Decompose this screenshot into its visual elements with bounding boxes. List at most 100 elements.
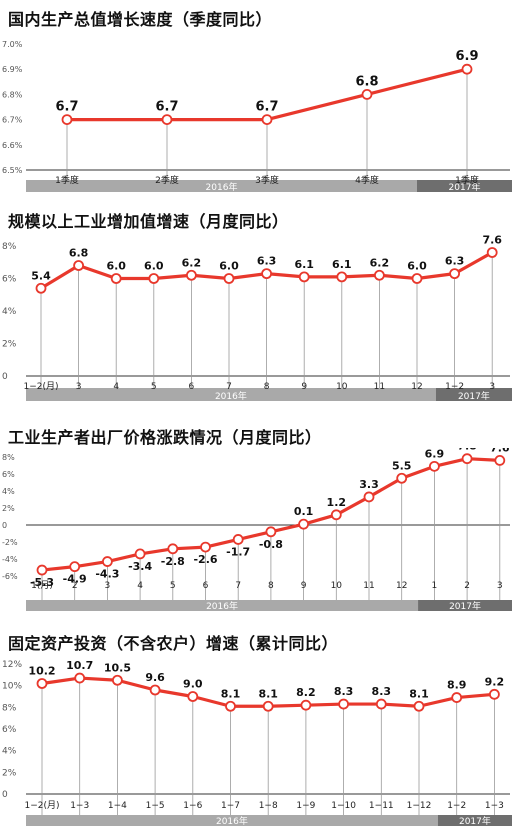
y-tick-label: 2% — [2, 340, 17, 350]
y-tick-label: 6% — [2, 275, 17, 285]
y-tick-label: 8% — [2, 453, 15, 462]
data-label: 8.9 — [447, 679, 467, 692]
y-tick-label: -4% — [2, 555, 18, 564]
x-tick-label: 3 — [76, 382, 82, 392]
y-tick-label: 2% — [2, 504, 15, 513]
data-point — [336, 271, 348, 283]
y-tick-label: 4% — [2, 747, 17, 757]
y-tick-label: 4% — [2, 487, 15, 496]
data-label: -2.8 — [161, 555, 185, 568]
data-point — [35, 282, 47, 294]
x-tick-label: 11 — [374, 382, 385, 392]
chart-title: 固定资产投资（不含农户）增速（累计同比） — [8, 634, 339, 653]
y-tick-label: 2% — [2, 768, 17, 778]
y-tick-label: 6% — [2, 470, 15, 479]
x-tick-label: 4 — [137, 581, 143, 591]
data-label: -3.4 — [128, 560, 152, 573]
data-label: 0.1 — [294, 505, 314, 518]
data-label: 7.8 — [457, 448, 477, 453]
x-tick-label: 8 — [268, 581, 274, 591]
data-point — [428, 460, 440, 472]
x-tick-label: 3 — [105, 581, 111, 591]
y-tick-label: 0 — [2, 521, 7, 530]
x-tick-label: 9 — [301, 382, 307, 392]
data-point — [461, 453, 473, 465]
x-tick-label: 6 — [189, 382, 195, 392]
year-label: 2016年 — [206, 600, 238, 612]
data-point — [185, 269, 197, 281]
y-tick-label: 6.8% — [2, 90, 23, 99]
year-band — [435, 388, 512, 401]
x-tick-label: 3 — [497, 581, 503, 591]
x-tick-label: 1−5 — [146, 801, 165, 811]
x-tick-label: 12 — [396, 581, 407, 591]
data-label: 8.2 — [296, 686, 316, 699]
data-label: 8.3 — [334, 685, 354, 698]
industrial-value-added-panel: 规模以上工业增加值增速（月度同比） 0 2% 4% 6% 8% 2016年 2017年 1−2… — [0, 208, 520, 404]
data-label: 10.7 — [66, 659, 93, 672]
y-tick-label: 10% — [2, 682, 22, 692]
data-point — [375, 698, 387, 710]
data-label: 6.7 — [55, 100, 78, 115]
data-label: 8.1 — [409, 687, 429, 700]
year-label: 2016年 — [215, 390, 247, 402]
data-label: -0.8 — [259, 538, 283, 551]
x-tick-label: 1季度 — [55, 174, 79, 186]
x-tick-label: 4 — [113, 382, 119, 392]
x-tick-label: 1−2(月) — [23, 381, 58, 392]
year-band — [437, 815, 512, 826]
x-tick-label: 10 — [331, 581, 343, 591]
y-tick-label: 6.6% — [2, 141, 23, 150]
x-tick-label: 1−6 — [183, 801, 202, 811]
data-point — [494, 454, 506, 466]
y-tick-label: 6.5% — [2, 166, 23, 175]
x-tick-label: 11 — [363, 581, 374, 591]
y-tick-label: -2% — [2, 538, 18, 547]
data-label: 9.2 — [485, 675, 505, 688]
producer-price-panel: 工业生产者出厂价格涨跌情况（月度同比） -6% -4% -2% 0 2% 4% 6% 8% 20… — [0, 424, 520, 614]
data-label: 6.0 — [144, 260, 164, 273]
data-point — [102, 556, 113, 567]
data-label: 9.6 — [145, 671, 165, 684]
data-point — [298, 271, 310, 283]
data-label: 5.4 — [31, 269, 51, 282]
year-band — [26, 180, 417, 192]
x-tick-label: 5 — [151, 382, 157, 392]
data-label: 6.8 — [355, 74, 378, 89]
data-label: 1.2 — [327, 496, 347, 509]
data-label: 6.2 — [370, 256, 390, 269]
data-label: 6.9 — [425, 448, 445, 460]
year-label: 2017年 — [458, 390, 490, 402]
data-label: 7.6 — [490, 448, 510, 454]
data-label: 6.8 — [69, 247, 89, 260]
industrial-value-added-chart: 0 2% 4% 6% 8% 2016年 2017年 1−2(月) 3 4 5 6 7 8 9 10 11 12 1−… — [2, 234, 512, 402]
data-label: 8.1 — [221, 687, 241, 700]
y-tick-label: 4% — [2, 307, 17, 317]
x-tick-label: 4季度 — [355, 174, 379, 186]
x-tick-label: 1−12 — [407, 801, 432, 811]
x-tick-label: 1−10 — [331, 801, 356, 811]
data-point — [223, 273, 235, 284]
data-label: 6.1 — [332, 258, 352, 271]
year-label: 2016年 — [216, 815, 248, 827]
data-point — [200, 541, 211, 553]
year-label: 2017年 — [449, 600, 481, 612]
data-point — [413, 700, 425, 712]
x-tick-label: 1−3 — [70, 801, 89, 811]
data-label: -4.3 — [95, 568, 119, 581]
data-point — [232, 534, 244, 545]
data-point — [298, 518, 310, 530]
data-label: 6.2 — [182, 256, 202, 269]
data-point — [36, 678, 48, 689]
x-tick-label: 3季度 — [255, 174, 279, 186]
data-point — [373, 269, 385, 281]
x-tick-label: 1(月) — [31, 580, 53, 591]
y-tick-label: 6.9% — [2, 65, 23, 74]
year-label: 2017年 — [459, 815, 491, 827]
x-tick-label: 2季度 — [155, 174, 179, 186]
data-label: -5.3 — [30, 576, 54, 589]
x-tick-label: 8 — [264, 382, 270, 392]
data-point — [451, 692, 463, 703]
data-point — [300, 699, 312, 711]
